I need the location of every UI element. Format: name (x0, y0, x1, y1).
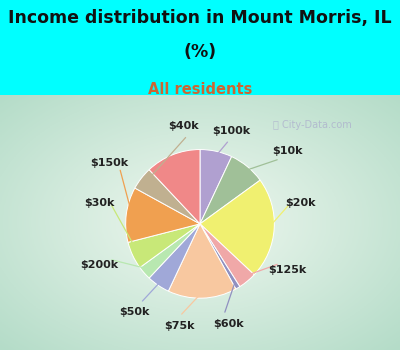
Wedge shape (149, 224, 200, 291)
Text: $75k: $75k (164, 321, 194, 331)
Text: $100k: $100k (212, 126, 250, 136)
Text: ⓘ City-Data.com: ⓘ City-Data.com (273, 120, 351, 130)
Text: $20k: $20k (285, 198, 316, 208)
Text: $30k: $30k (84, 198, 115, 208)
Text: $60k: $60k (213, 319, 244, 329)
Wedge shape (200, 224, 240, 289)
Text: $40k: $40k (168, 121, 199, 131)
Text: (%): (%) (184, 42, 216, 61)
Text: $200k: $200k (80, 260, 119, 270)
Text: $125k: $125k (268, 265, 307, 275)
Text: $10k: $10k (272, 146, 303, 156)
Wedge shape (128, 224, 200, 267)
Wedge shape (140, 224, 200, 278)
Wedge shape (126, 188, 200, 242)
Text: All residents: All residents (148, 82, 252, 97)
Wedge shape (200, 149, 232, 224)
Wedge shape (168, 224, 236, 298)
Wedge shape (149, 149, 200, 224)
Text: Income distribution in Mount Morris, IL: Income distribution in Mount Morris, IL (8, 9, 392, 27)
Wedge shape (200, 180, 274, 275)
Text: $50k: $50k (120, 307, 150, 316)
Text: $150k: $150k (90, 158, 128, 168)
Wedge shape (200, 156, 260, 224)
Wedge shape (135, 170, 200, 224)
Wedge shape (200, 224, 254, 287)
